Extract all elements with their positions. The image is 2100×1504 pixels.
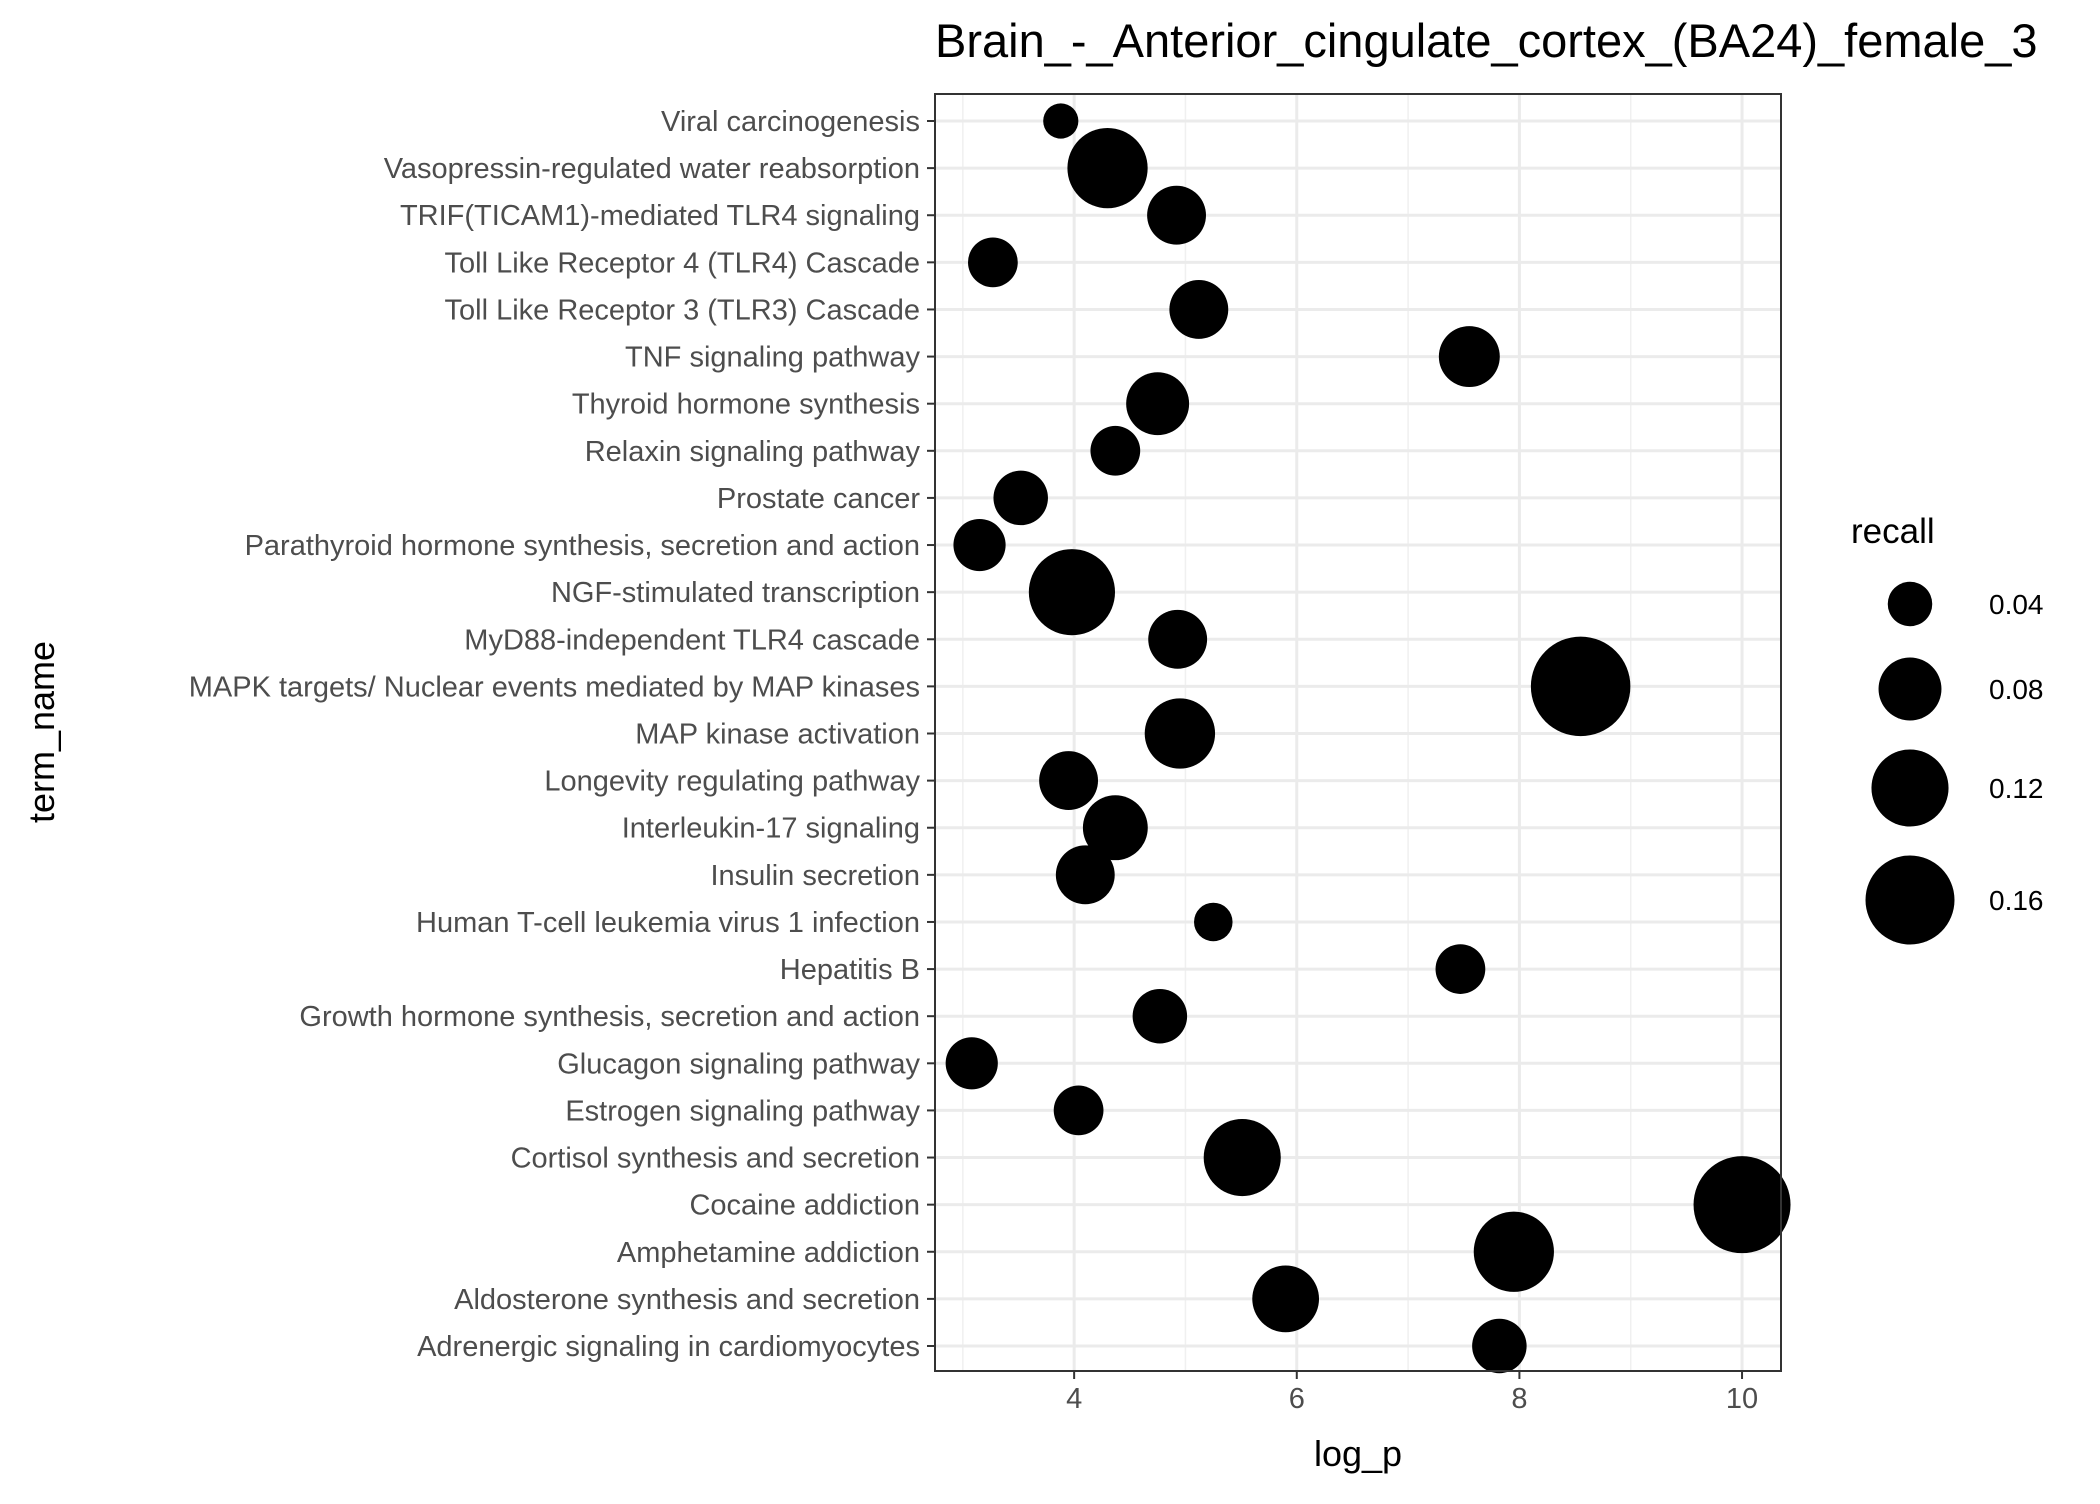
y-tick-label: Parathyroid hormone synthesis, secretion… <box>245 530 920 562</box>
data-point <box>1435 944 1486 994</box>
data-point <box>1053 1085 1104 1136</box>
data-point <box>1530 636 1631 737</box>
x-tick-label: 8 <box>1511 1383 1527 1415</box>
y-tick-label: TRIF(TICAM1)-mediated TLR4 signaling <box>400 200 920 232</box>
chart-title: Brain_-_Anterior_cingulate_cortex_(BA24)… <box>935 14 2038 67</box>
data-point <box>1169 280 1229 339</box>
y-tick-label: Cocaine addiction <box>689 1190 920 1222</box>
y-tick-label: Interleukin-17 signaling <box>622 813 920 845</box>
legend: recall 0.04 0.08 0.12 0.16 <box>1851 512 2044 945</box>
legend-label: 0.12 <box>1989 773 2044 804</box>
y-tick-label: Hepatitis B <box>780 954 920 986</box>
x-tick-label: 4 <box>1066 1383 1082 1415</box>
data-point <box>1028 549 1116 636</box>
data-point <box>1473 1211 1554 1292</box>
data-point <box>1147 185 1206 245</box>
y-tick-label: Vasopressin-regulated water reabsorption <box>384 153 920 185</box>
y-tick-label: Longevity regulating pathway <box>544 766 920 798</box>
y-tick-label: Human T-cell leukemia virus 1 infection <box>416 907 920 939</box>
y-tick-label: TNF signaling pathway <box>625 342 920 374</box>
data-point <box>1090 425 1141 476</box>
legend-key <box>1878 657 1942 721</box>
y-tick-label: Thyroid hormone synthesis <box>572 389 920 421</box>
data-point <box>1039 751 1099 811</box>
data-point <box>1043 103 1079 139</box>
y-tick-label: Toll Like Receptor 4 (TLR4) Cascade <box>445 247 920 279</box>
y-tick-label: Estrogen signaling pathway <box>565 1095 920 1127</box>
y-tick-label: Aldosterone synthesis and secretion <box>454 1284 920 1316</box>
x-tick-label: 6 <box>1289 1383 1305 1415</box>
legend-key <box>1865 855 1955 945</box>
data-point <box>1067 128 1148 209</box>
y-tick-label: Glucagon signaling pathway <box>557 1048 920 1080</box>
legend-label: 0.16 <box>1989 885 2044 916</box>
data-point <box>1194 902 1233 942</box>
y-tick-label: Toll Like Receptor 3 (TLR3) Cascade <box>445 294 920 326</box>
data-point <box>1203 1119 1281 1197</box>
legend-title: recall <box>1851 512 1935 551</box>
y-tick-label: Insulin secretion <box>710 860 920 892</box>
data-point <box>1132 988 1188 1044</box>
y-tick-label: Amphetamine addiction <box>617 1237 920 1269</box>
data-point <box>1126 372 1190 436</box>
y-tick-label: Adrenergic signaling in cardiomyocytes <box>417 1331 920 1363</box>
axes: Adrenergic signaling in cardiomyocytes Al… <box>189 106 1758 1415</box>
y-tick-label: Cortisol synthesis and secretion <box>511 1143 920 1175</box>
data-point <box>1472 1318 1527 1374</box>
data-point <box>1252 1265 1320 1333</box>
points <box>945 103 1791 1374</box>
data-point <box>993 470 1048 526</box>
data-point <box>1055 845 1115 905</box>
legend-label: 0.08 <box>1989 674 2044 705</box>
y-tick-label: Viral carcinogenesis <box>661 106 920 138</box>
y-axis-title: term_name <box>21 641 62 823</box>
legend-key <box>1871 749 1949 827</box>
data-point <box>1082 795 1148 861</box>
y-tick-label: Relaxin signaling pathway <box>585 436 921 468</box>
data-point <box>1144 698 1216 769</box>
y-tick-label: NGF-stimulated transcription <box>551 577 920 609</box>
y-tick-label: Prostate cancer <box>717 483 920 515</box>
y-tick-label: Growth hormone synthesis, secretion and … <box>299 1001 920 1033</box>
data-point <box>1148 609 1208 669</box>
y-tick-label: MyD88-independent TLR4 cascade <box>464 624 920 656</box>
data-point <box>968 237 1018 288</box>
x-tick-label: 10 <box>1726 1383 1758 1415</box>
y-tick-label: MAP kinase activation <box>635 719 920 751</box>
legend-label: 0.04 <box>1989 589 2044 620</box>
data-point <box>953 518 1006 572</box>
y-tick-label: MAPK targets/ Nuclear events mediated by… <box>189 671 920 703</box>
data-point <box>945 1037 998 1090</box>
grid <box>935 94 1781 1371</box>
x-axis-title: log_p <box>1314 1433 1402 1474</box>
legend-key <box>1887 581 1933 627</box>
data-point <box>1438 326 1500 388</box>
data-point <box>1693 1156 1791 1254</box>
